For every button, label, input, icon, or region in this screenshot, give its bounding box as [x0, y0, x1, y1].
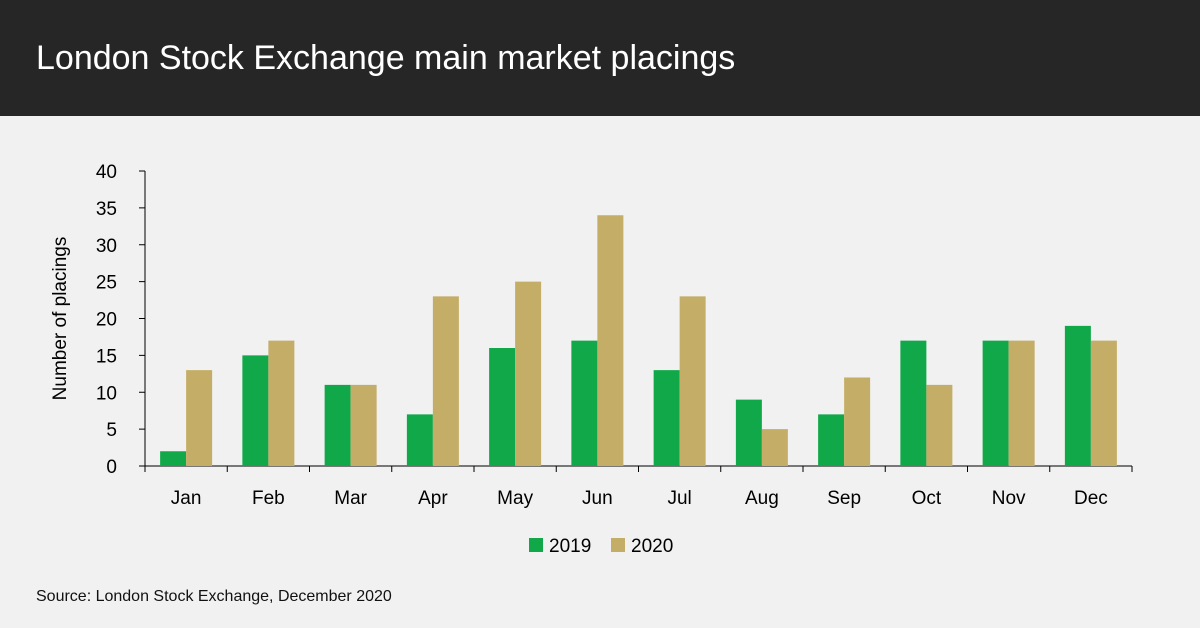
x-tick-label: Apr [418, 488, 448, 509]
bar-2019-nov [982, 340, 1009, 466]
x-tick-label: Sep [827, 488, 861, 509]
bar-chart: 0 5 10 15 20 25 30 35 40 Number of placings Jan Feb… [50, 162, 1133, 557]
bar-2020-jun [597, 215, 624, 466]
x-tick-label: Jun [582, 488, 613, 509]
bar-2020-nov [1008, 340, 1035, 466]
bar-2019-sep [818, 414, 845, 466]
bar-2020-may [515, 281, 542, 466]
y-tick-label: 40 [96, 162, 117, 183]
bar-2020-dec [1090, 340, 1117, 466]
bar-2019-dec [1064, 325, 1091, 466]
bar-2019-jun [571, 340, 598, 466]
x-tick-label: May [497, 488, 533, 509]
bar-2020-jan [186, 370, 213, 466]
x-tick-label: Dec [1074, 488, 1108, 509]
bar-2020-apr [432, 296, 459, 466]
x-tick-label: Nov [992, 488, 1026, 509]
legend-swatch-2020 [611, 538, 625, 552]
x-tick-label: Oct [912, 488, 942, 509]
bar-2019-aug [735, 399, 762, 466]
legend-label-2019: 2019 [549, 536, 591, 557]
y-tick-label: 10 [96, 383, 117, 404]
bar-2019-jan [160, 451, 187, 466]
legend-swatch-2019 [529, 538, 543, 552]
x-tick-label: Jan [171, 488, 202, 509]
y-tick-label: 0 [106, 457, 117, 478]
source-note: Source: London Stock Exchange, December … [36, 588, 392, 605]
y-tick-label: 20 [96, 310, 117, 331]
bar-2020-mar [350, 384, 377, 466]
bar-2019-mar [324, 384, 351, 466]
y-tick-label: 15 [96, 346, 117, 367]
page-title: London Stock Exchange main market placin… [36, 39, 736, 77]
bar-2020-sep [844, 377, 871, 466]
bar-2020-oct [926, 384, 953, 466]
bar-2019-jul [653, 370, 680, 466]
legend-label-2020: 2020 [631, 536, 673, 557]
bar-2020-feb [268, 340, 295, 466]
x-tick-label: Aug [745, 488, 779, 509]
header-bar: London Stock Exchange main market placin… [0, 0, 1200, 116]
y-tick-label: 30 [96, 236, 117, 257]
y-tick-label: 35 [96, 199, 117, 220]
x-tick-label: Feb [252, 488, 285, 509]
bar-2019-apr [406, 414, 433, 466]
x-tick-label: Jul [667, 488, 691, 509]
y-axis-title: Number of placings [50, 237, 71, 401]
bar-2020-jul [679, 296, 706, 466]
x-tick-label: Mar [334, 488, 367, 509]
y-tick-label: 25 [96, 273, 117, 294]
bar-2020-aug [761, 429, 788, 466]
bar-2019-oct [900, 340, 927, 466]
y-tick-label: 5 [106, 420, 117, 441]
bar-2019-may [489, 348, 516, 466]
bar-2019-feb [242, 355, 269, 466]
